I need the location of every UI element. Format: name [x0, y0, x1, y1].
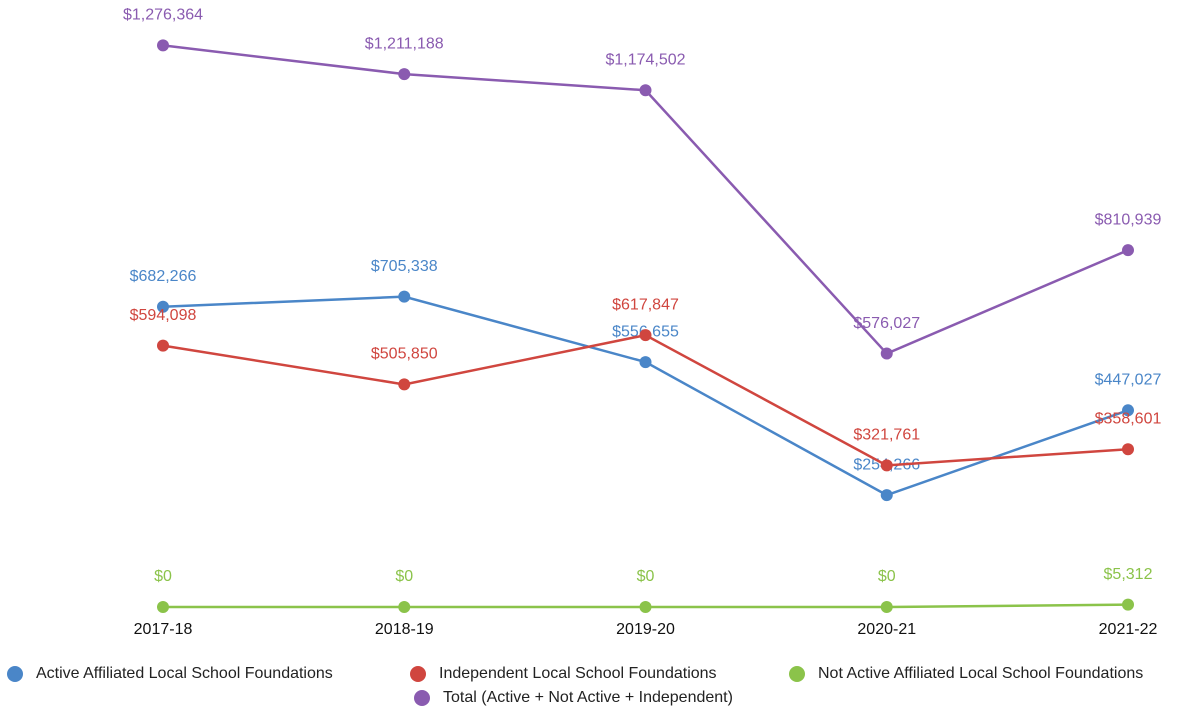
legend-marker — [789, 666, 805, 682]
data-label: $0 — [395, 568, 413, 585]
legend-label: Active Affiliated Local School Foundatio… — [36, 665, 333, 682]
data-label: $358,601 — [1095, 410, 1162, 427]
x-tick-label: 2018-19 — [375, 621, 434, 638]
data-point — [1122, 443, 1134, 456]
data-label: $810,939 — [1095, 211, 1162, 228]
data-point — [639, 601, 652, 613]
data-point — [398, 378, 411, 391]
data-point — [157, 39, 169, 52]
data-label: $5,312 — [1104, 566, 1153, 583]
data-point — [639, 329, 652, 342]
data-label: $576,027 — [853, 315, 920, 332]
data-label: $505,850 — [371, 346, 438, 363]
data-point — [880, 459, 893, 472]
data-label: $321,761 — [853, 427, 920, 444]
data-point — [157, 300, 169, 313]
data-point — [880, 489, 893, 502]
data-point — [398, 290, 411, 303]
legend-label: Not Active Affiliated Local School Found… — [818, 665, 1143, 682]
data-label: $594,098 — [130, 307, 197, 324]
legend-label: Total (Active + Not Active + Independent… — [443, 689, 733, 706]
data-point — [1122, 404, 1134, 417]
data-label: $0 — [878, 568, 896, 585]
data-label: $705,338 — [371, 258, 438, 275]
data-label: $447,027 — [1095, 372, 1162, 389]
x-tick-label: 2017-18 — [134, 621, 193, 638]
data-point — [157, 339, 169, 352]
legend-label: Independent Local School Foundations — [439, 665, 717, 682]
data-point — [398, 68, 411, 81]
data-point — [639, 356, 652, 369]
data-point — [1122, 244, 1134, 257]
legend-marker — [7, 666, 23, 682]
data-label: $1,276,364 — [123, 7, 203, 24]
legend-marker — [410, 666, 426, 682]
data-label: $0 — [154, 568, 172, 585]
data-point — [398, 601, 411, 613]
data-point — [157, 601, 169, 613]
legend-marker — [414, 690, 430, 706]
data-label: $1,211,188 — [365, 35, 444, 52]
x-tick-label: 2020-21 — [857, 621, 916, 638]
series-line — [162, 333, 1129, 467]
data-label: $0 — [637, 568, 655, 585]
data-point — [1122, 598, 1134, 611]
data-label: $617,847 — [612, 296, 679, 313]
data-point — [639, 84, 652, 97]
x-tick-label: 2021-22 — [1099, 621, 1158, 638]
data-point — [880, 347, 893, 360]
data-point — [880, 601, 893, 613]
x-tick-label: 2019-20 — [616, 621, 675, 638]
data-label: $682,266 — [130, 268, 197, 285]
data-label: $1,174,502 — [605, 51, 685, 68]
